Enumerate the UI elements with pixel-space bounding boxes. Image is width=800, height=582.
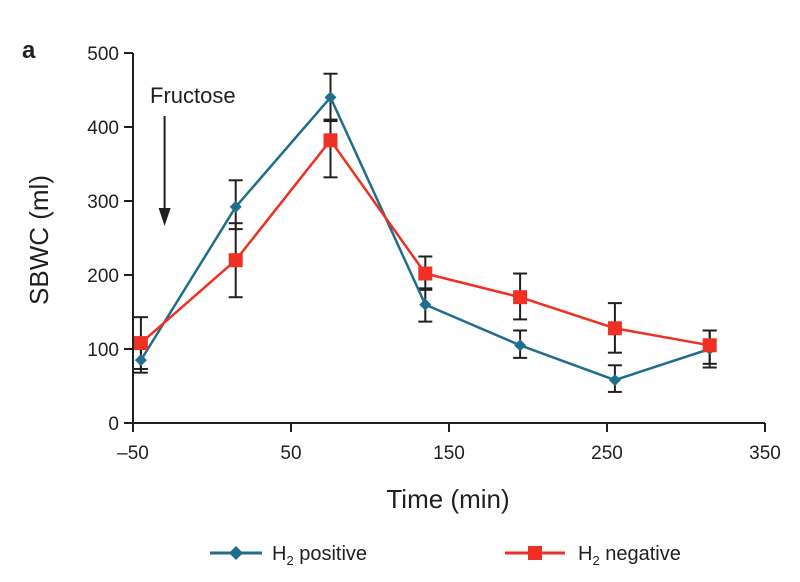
- x-tick-label: 350: [749, 443, 781, 464]
- legend-positive-sub: 2: [286, 553, 293, 568]
- series-line-positive: [139, 96, 711, 382]
- point-negative: [323, 133, 338, 148]
- point-positive: [419, 298, 432, 311]
- legend-item-positive: H2 positive: [210, 543, 367, 568]
- legend-positive-marker: [229, 546, 243, 560]
- point-negative: [418, 266, 433, 281]
- point-positive: [514, 339, 527, 352]
- panel-label: a: [22, 37, 36, 64]
- arrow-head: [158, 208, 171, 226]
- point-positive: [608, 374, 621, 387]
- legend-positive-main: H: [272, 543, 286, 565]
- legend: H2 positive H2 negative: [210, 543, 681, 568]
- x-axis-title: Time (min): [386, 484, 509, 514]
- error-bars: [133, 72, 717, 393]
- fructose-arrow-icon: [158, 116, 171, 226]
- point-negative: [702, 338, 717, 353]
- legend-negative-sub: 2: [592, 553, 599, 568]
- legend-positive-label: H2 positive: [272, 543, 367, 568]
- legend-item-negative: H2 negative: [505, 543, 681, 568]
- point-positive: [134, 354, 147, 367]
- point-negative: [513, 290, 528, 305]
- legend-positive-rest: positive: [294, 543, 367, 565]
- legend-negative-rest: negative: [600, 543, 681, 565]
- point-negative: [607, 321, 622, 336]
- point-negative: [228, 253, 243, 268]
- y-tick-label: 0: [108, 414, 119, 435]
- point-negative: [133, 336, 148, 351]
- legend-negative-label: H2 negative: [578, 543, 681, 568]
- x-tick-label: 250: [591, 443, 623, 464]
- point-positive: [229, 200, 242, 213]
- y-tick-label: 300: [87, 192, 119, 213]
- point-positive: [324, 91, 337, 104]
- legend-negative-main: H: [578, 543, 592, 565]
- legend-negative-marker: [528, 546, 542, 560]
- x-tick-label: 150: [433, 443, 465, 464]
- x-tick-label: –50: [117, 443, 149, 464]
- series-markers: [133, 91, 717, 387]
- axes: 0 100 200 300 400 500 –50 50 150 250 350: [87, 44, 781, 464]
- y-tick-label: 500: [87, 44, 119, 65]
- y-axis-title: SBWC (ml): [24, 175, 54, 305]
- x-tick-label: 50: [280, 443, 301, 464]
- y-tick-label: 400: [87, 118, 119, 139]
- fructose-annotation: Fructose: [150, 83, 236, 108]
- y-tick-label: 200: [87, 266, 119, 287]
- y-tick-label: 100: [87, 340, 119, 361]
- series-lines: [139, 96, 711, 382]
